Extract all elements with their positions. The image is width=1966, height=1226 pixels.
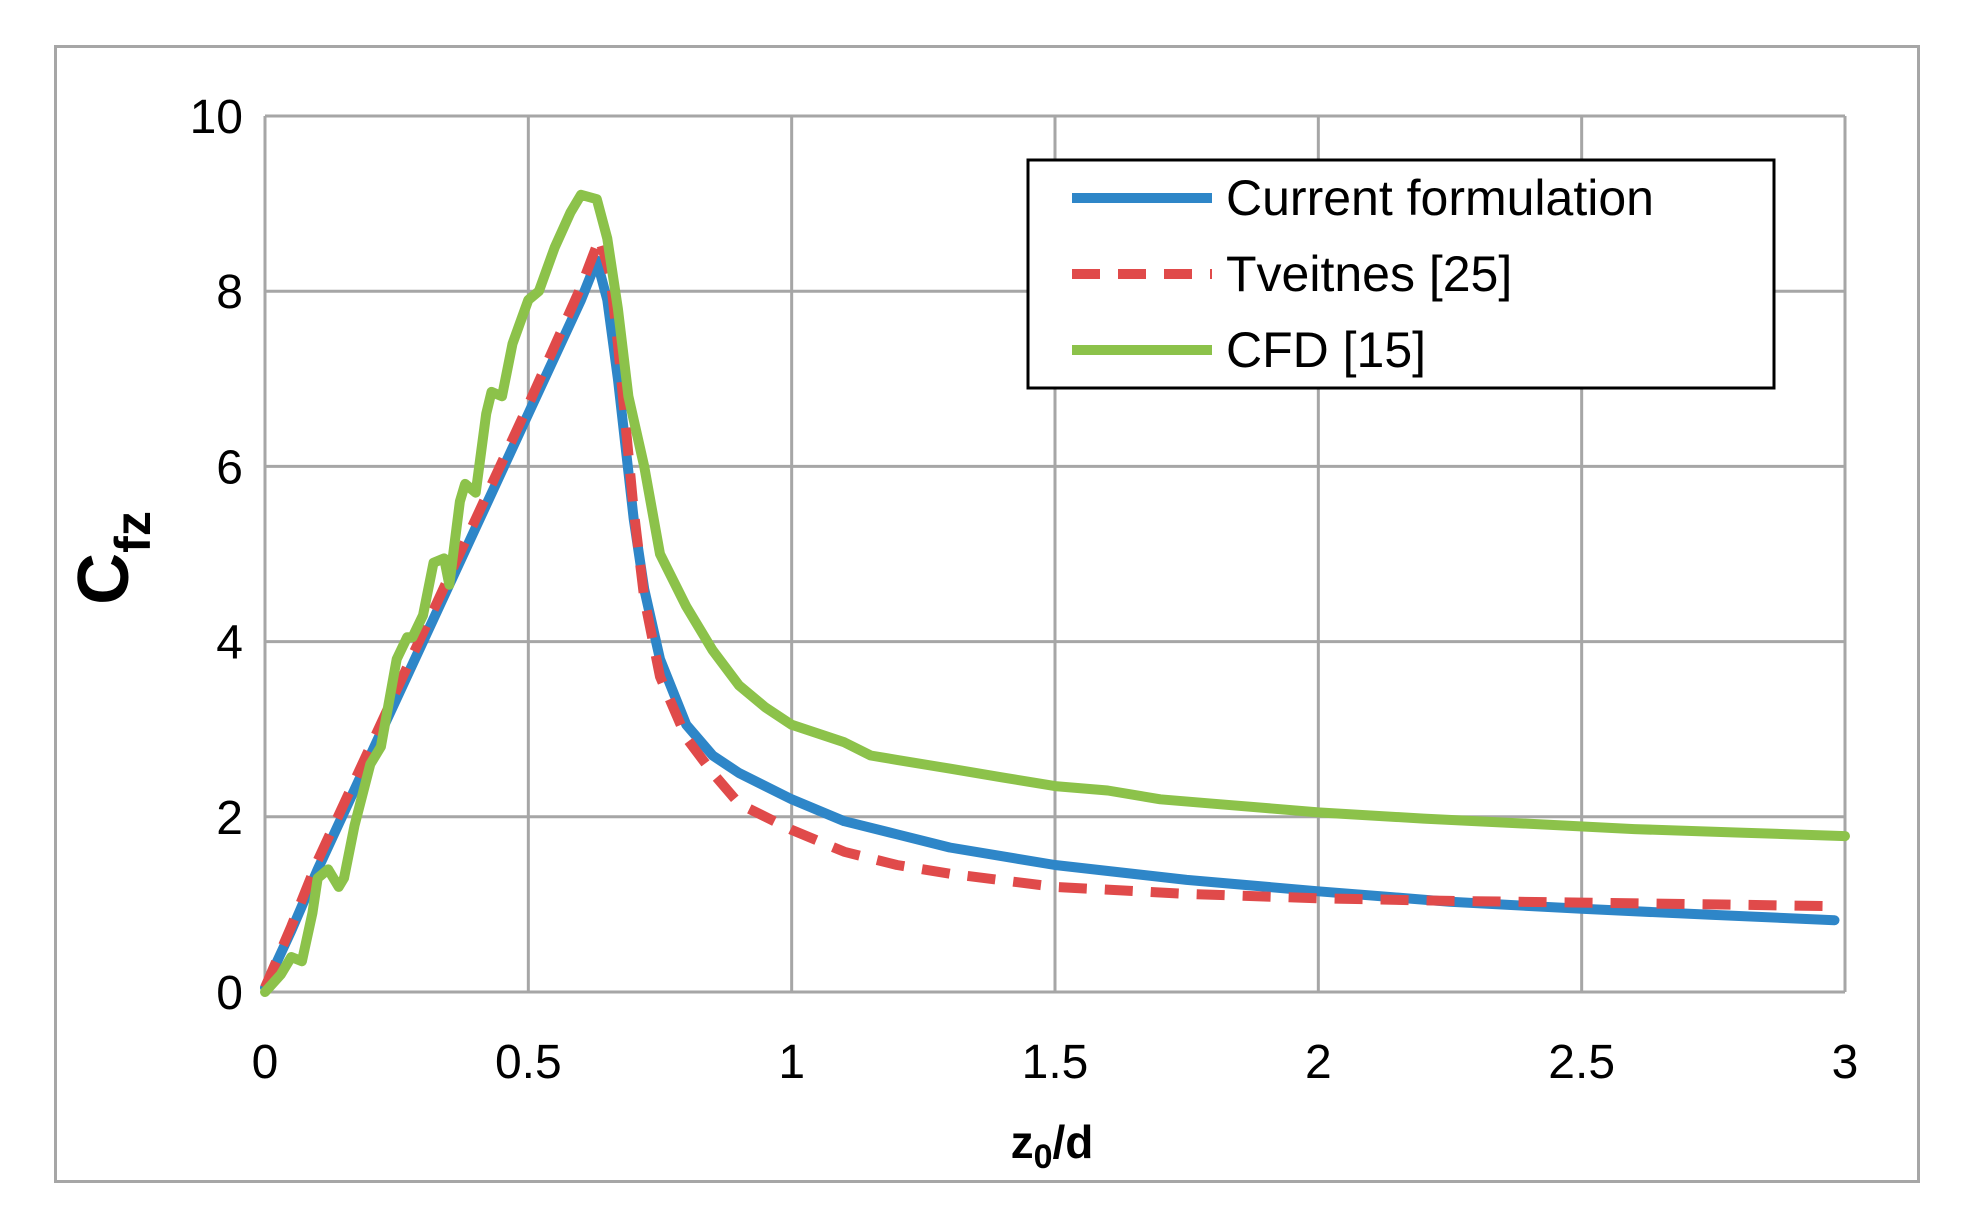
y-tick-label: 4 xyxy=(216,617,243,670)
x-tick-labels: 0 0.5 1 1.5 2 2.5 3 xyxy=(252,1036,1859,1089)
x-axis-title-main: z xyxy=(1011,1116,1034,1168)
y-tick-label: 10 xyxy=(190,91,243,144)
x-tick-label: 1 xyxy=(778,1036,805,1089)
legend-label-1: Tveitnes [25] xyxy=(1226,246,1512,302)
y-tick-labels: 0 2 4 6 8 10 xyxy=(190,91,243,1020)
x-tick-label: 2 xyxy=(1305,1036,1332,1089)
x-tick-label: 3 xyxy=(1832,1036,1859,1089)
y-axis-title-main: C xyxy=(64,553,144,605)
x-tick-label: 2.5 xyxy=(1548,1036,1615,1089)
series-line-2 xyxy=(260,189,1850,997)
y-tick-label: 2 xyxy=(216,792,243,845)
series-lines xyxy=(260,189,1850,997)
y-tick-label: 8 xyxy=(216,266,243,319)
y-tick-label: 0 xyxy=(216,967,243,1020)
x-tick-label: 0.5 xyxy=(495,1036,562,1089)
legend-label-0: Current formulation xyxy=(1226,170,1654,226)
x-axis-title: z0/d xyxy=(1011,1116,1094,1176)
y-tick-label: 6 xyxy=(216,441,243,494)
x-tick-label: 0 xyxy=(252,1036,279,1089)
plot-area-border xyxy=(263,116,1845,994)
x-tick-label: 1.5 xyxy=(1022,1036,1089,1089)
y-axis-title-sub: fz xyxy=(105,511,161,553)
legend: Current formulation Tveitnes [25] CFD [15] xyxy=(1026,158,1776,390)
y-axis-title: Cfz xyxy=(64,511,161,605)
x-axis-title-sub: 0 xyxy=(1034,1138,1053,1176)
legend-label-2: CFD [15] xyxy=(1226,322,1426,378)
series-line-1 xyxy=(260,233,1835,990)
legend-items: Current formulation Tveitnes [25] CFD [15] xyxy=(1072,170,1654,378)
x-axis-title-rest: /d xyxy=(1053,1116,1094,1168)
